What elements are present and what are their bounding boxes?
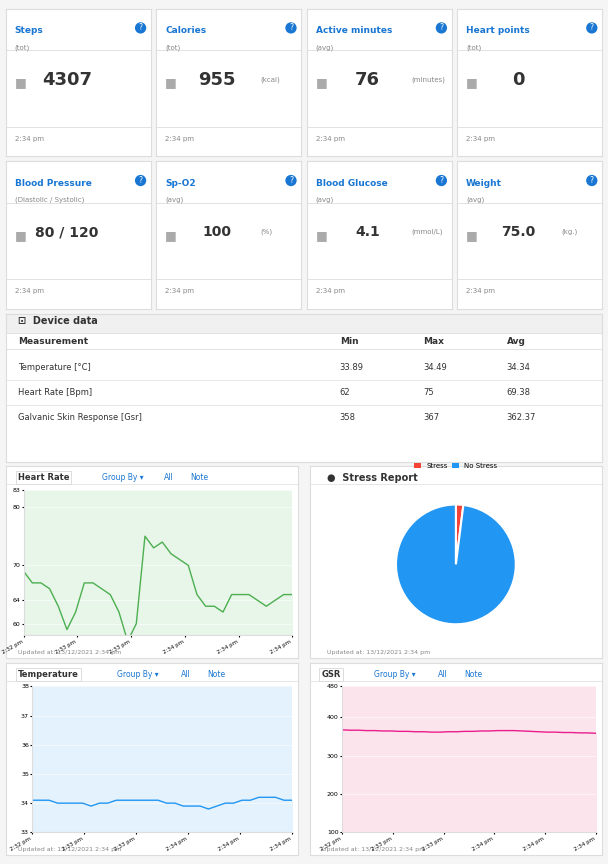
Text: ?: ?	[139, 176, 143, 185]
Text: ■: ■	[466, 76, 478, 89]
Text: 4307: 4307	[42, 71, 92, 88]
Text: 2:34 pm: 2:34 pm	[316, 289, 345, 295]
Text: Sp-O2: Sp-O2	[165, 179, 196, 188]
Text: Heart Rate: Heart Rate	[18, 473, 69, 482]
Text: 2:34 pm: 2:34 pm	[165, 136, 194, 142]
Text: (tot): (tot)	[165, 44, 181, 51]
Text: Avg: Avg	[506, 337, 525, 346]
Text: Updated at: 13/12/2021 2:34 pm: Updated at: 13/12/2021 2:34 pm	[18, 650, 121, 655]
Text: (kcal): (kcal)	[261, 76, 280, 83]
Text: Blood Pressure: Blood Pressure	[15, 179, 92, 188]
Text: ?: ?	[139, 23, 143, 33]
Text: (avg): (avg)	[316, 44, 334, 51]
Text: 100: 100	[202, 226, 232, 239]
Text: 2:34 pm: 2:34 pm	[466, 289, 495, 295]
Text: (avg): (avg)	[316, 197, 334, 203]
Text: Measurement: Measurement	[18, 337, 88, 346]
Text: Updated at: 13/12/2021 2:34 pm: Updated at: 13/12/2021 2:34 pm	[18, 847, 121, 852]
Text: ?: ?	[289, 23, 293, 33]
Text: ■: ■	[15, 76, 26, 89]
Text: Max: Max	[423, 337, 444, 346]
Text: 2:34 pm: 2:34 pm	[316, 136, 345, 142]
Text: 2:34 pm: 2:34 pm	[15, 136, 44, 142]
Text: 358: 358	[340, 413, 356, 422]
Text: ⊡  Device data: ⊡ Device data	[18, 315, 98, 326]
Text: (avg): (avg)	[466, 197, 484, 203]
Text: ■: ■	[165, 229, 177, 242]
Text: (tot): (tot)	[466, 44, 481, 51]
Text: 75.0: 75.0	[501, 226, 535, 239]
Text: (minutes): (minutes)	[411, 76, 445, 83]
Text: Blood Glucose: Blood Glucose	[316, 179, 387, 188]
Text: Note: Note	[465, 670, 483, 679]
Text: 2:34 pm: 2:34 pm	[165, 289, 194, 295]
Text: Heart points: Heart points	[466, 27, 530, 35]
Bar	[6, 314, 602, 332]
Text: All: All	[181, 670, 191, 679]
Text: 62: 62	[340, 388, 350, 397]
Text: 2:34 pm: 2:34 pm	[466, 136, 495, 142]
Text: ■: ■	[15, 229, 26, 242]
Text: 69.38: 69.38	[506, 388, 531, 397]
Text: ●  Stress Report: ● Stress Report	[327, 473, 418, 483]
Text: All: All	[438, 670, 448, 679]
Text: ?: ?	[289, 176, 293, 185]
Text: (avg): (avg)	[165, 197, 184, 203]
Text: 34.49: 34.49	[423, 363, 447, 372]
Text: 2:34 pm: 2:34 pm	[15, 289, 44, 295]
Text: (kg.): (kg.)	[561, 229, 578, 235]
Text: ■: ■	[466, 229, 478, 242]
Text: 362.37: 362.37	[506, 413, 536, 422]
Text: Note: Note	[190, 473, 208, 482]
Text: Note: Note	[207, 670, 226, 679]
Text: (tot): (tot)	[15, 44, 30, 51]
Text: 80 / 120: 80 / 120	[35, 226, 98, 239]
Text: GSR: GSR	[322, 670, 341, 679]
Text: 76: 76	[355, 71, 380, 88]
Text: Group By ▾: Group By ▾	[103, 473, 144, 482]
Text: 34.34: 34.34	[506, 363, 530, 372]
Text: ?: ?	[440, 23, 443, 33]
Text: ■: ■	[316, 229, 327, 242]
Text: Updated at: 13/12/2021 2:34 pm: Updated at: 13/12/2021 2:34 pm	[322, 847, 425, 852]
Text: 955: 955	[198, 71, 236, 88]
Text: ?: ?	[590, 23, 594, 33]
Text: (%): (%)	[261, 229, 273, 235]
Text: All: All	[164, 473, 173, 482]
Text: 0: 0	[512, 71, 524, 88]
Text: Steps: Steps	[15, 27, 44, 35]
Text: ■: ■	[316, 76, 327, 89]
Text: Group By ▾: Group By ▾	[374, 670, 416, 679]
Text: Weight: Weight	[466, 179, 502, 188]
Text: ?: ?	[590, 176, 594, 185]
Text: 75: 75	[423, 388, 434, 397]
Text: Temperature: Temperature	[18, 670, 78, 679]
Text: ?: ?	[440, 176, 443, 185]
Text: ■: ■	[165, 76, 177, 89]
Text: Temperature [°C]: Temperature [°C]	[18, 363, 91, 372]
Text: Galvanic Skin Response [Gsr]: Galvanic Skin Response [Gsr]	[18, 413, 142, 422]
Text: Active minutes: Active minutes	[316, 27, 392, 35]
Text: Group By ▾: Group By ▾	[117, 670, 159, 679]
Text: (Diastolic / Systolic): (Diastolic / Systolic)	[15, 197, 84, 203]
Text: 367: 367	[423, 413, 440, 422]
Text: 4.1: 4.1	[355, 226, 380, 239]
Text: 33.89: 33.89	[340, 363, 364, 372]
Text: Min: Min	[340, 337, 358, 346]
Text: Updated at: 13/12/2021 2:34 pm: Updated at: 13/12/2021 2:34 pm	[327, 650, 430, 655]
Text: Heart Rate [Bpm]: Heart Rate [Bpm]	[18, 388, 92, 397]
Text: (mmol/L): (mmol/L)	[411, 229, 443, 235]
Text: Calories: Calories	[165, 27, 206, 35]
